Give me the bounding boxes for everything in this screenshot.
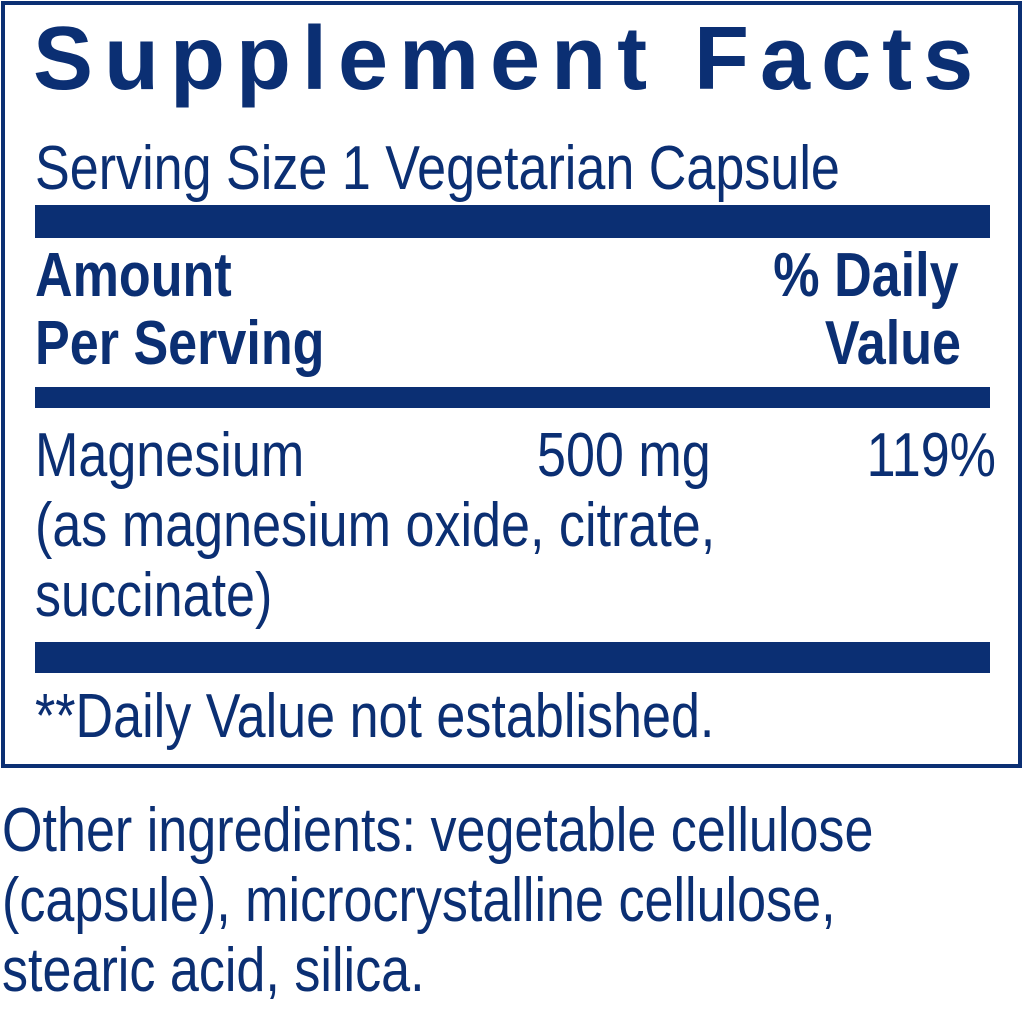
nutrient-daily-value: 119% <box>866 421 996 490</box>
other-ingredients-line: stearic acid, silica. <box>2 936 425 1005</box>
amount-header: Amount <box>35 241 232 310</box>
daily-value-header: % Daily <box>773 241 959 310</box>
value-header: Value <box>824 309 961 378</box>
thick-divider-bottom <box>35 642 990 673</box>
other-ingredients-line: Other ingredients: vegetable cellulose <box>2 796 874 865</box>
nutrient-amount: 500 mg <box>537 421 711 490</box>
panel-title: Supplement Facts <box>33 9 985 109</box>
nutrient-name: Magnesium <box>35 421 305 490</box>
per-serving-header: Per Serving <box>35 309 325 378</box>
supplement-facts-panel <box>1 1 1022 768</box>
nutrient-source-cont: succinate) <box>35 561 273 630</box>
nutrient-source: (as magnesium oxide, citrate, <box>35 491 716 560</box>
medium-divider <box>35 387 990 408</box>
thick-divider <box>35 205 990 238</box>
serving-size: Serving Size 1 Vegetarian Capsule <box>35 134 840 203</box>
other-ingredients-line: (capsule), microcrystalline cellulose, <box>2 866 836 935</box>
footnote: **Daily Value not established. <box>35 682 715 751</box>
